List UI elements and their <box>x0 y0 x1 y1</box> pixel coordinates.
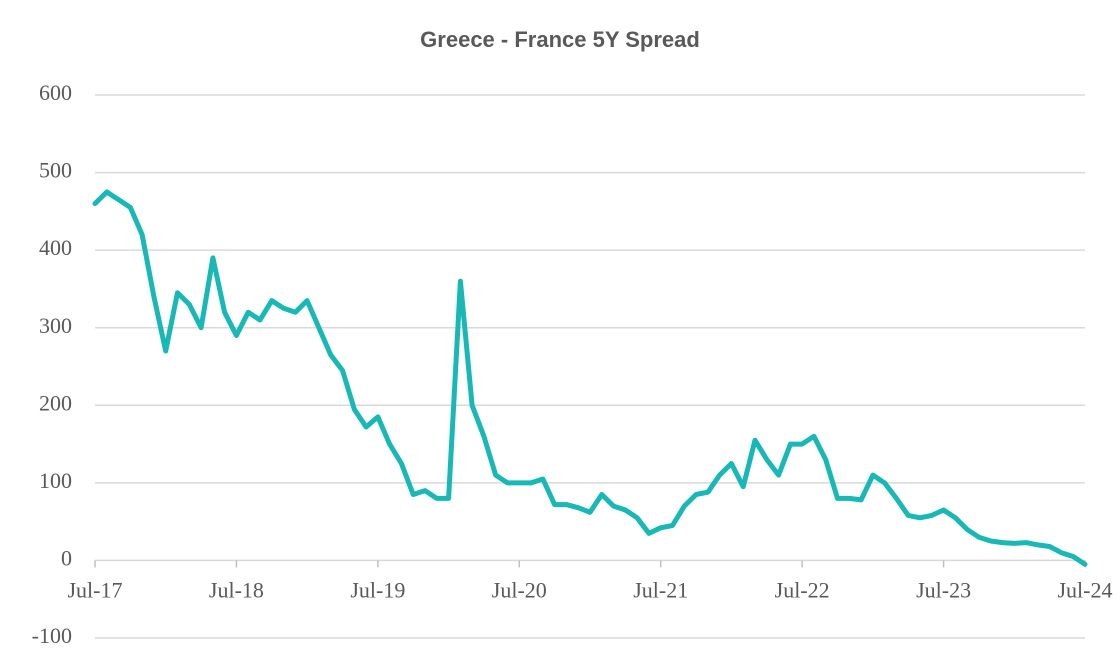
x-tick-label: Jul-17 <box>68 577 123 602</box>
y-tick-label: 500 <box>39 158 72 183</box>
x-tick-label: Jul-21 <box>633 577 688 602</box>
y-tick-label: 400 <box>39 235 72 260</box>
data-line <box>92 189 1088 567</box>
x-tick-label: Jul-23 <box>916 577 971 602</box>
y-tick-label: 0 <box>61 545 72 570</box>
x-tick-label: Jul-22 <box>775 577 830 602</box>
x-tick-label: Jul-18 <box>209 577 264 602</box>
y-tick-label: 200 <box>39 390 72 415</box>
y-tick-label: 300 <box>39 313 72 338</box>
y-tick-label: 100 <box>39 468 72 493</box>
y-tick-label: -100 <box>32 623 72 648</box>
chart-title: Greece - France 5Y Spread <box>420 27 700 52</box>
x-tick-label: Jul-20 <box>492 577 547 602</box>
y-tick-label: 600 <box>39 80 72 105</box>
x-tick-label: Jul-19 <box>350 577 405 602</box>
x-tick-label: Jul-24 <box>1058 577 1113 602</box>
